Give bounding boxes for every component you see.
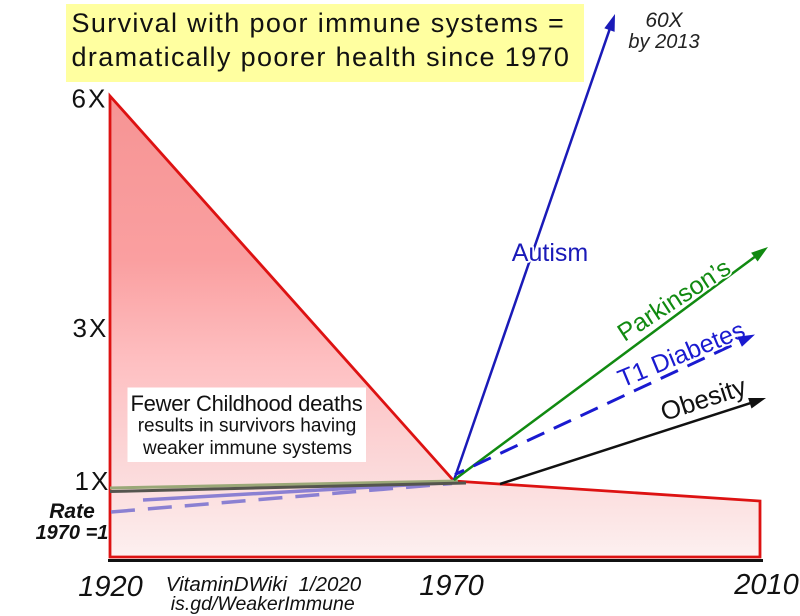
svg-text:1970: 1970 — [419, 570, 484, 602]
svg-text:2010: 2010 — [733, 569, 799, 601]
svg-text:dramatically poorer health sin: dramatically poorer health since 1970 — [72, 42, 571, 72]
svg-text:results in survivors having: results in survivors having — [138, 416, 357, 437]
svg-text:1920: 1920 — [78, 571, 143, 603]
svg-text:3X: 3X — [73, 313, 109, 343]
svg-text:Rate: Rate — [49, 500, 95, 523]
svg-text:Autism: Autism — [512, 239, 588, 267]
svg-text:is.gd/WeakerImmune: is.gd/WeakerImmune — [171, 593, 355, 615]
svg-text:VitaminDWiki 1/2020: VitaminDWiki 1/2020 — [166, 573, 362, 596]
svg-text:6X: 6X — [72, 84, 108, 114]
svg-text:Survival with poor immune syst: Survival with poor immune systems = — [72, 8, 566, 38]
svg-text:60X: 60X — [645, 9, 683, 32]
svg-text:1970 =1: 1970 =1 — [36, 522, 109, 544]
svg-text:Fewer Childhood deaths: Fewer Childhood deaths — [131, 391, 363, 416]
svg-text:by 2013: by 2013 — [628, 31, 699, 53]
svg-text:1X: 1X — [75, 466, 111, 496]
svg-text:weaker immune systems: weaker immune systems — [142, 438, 352, 459]
